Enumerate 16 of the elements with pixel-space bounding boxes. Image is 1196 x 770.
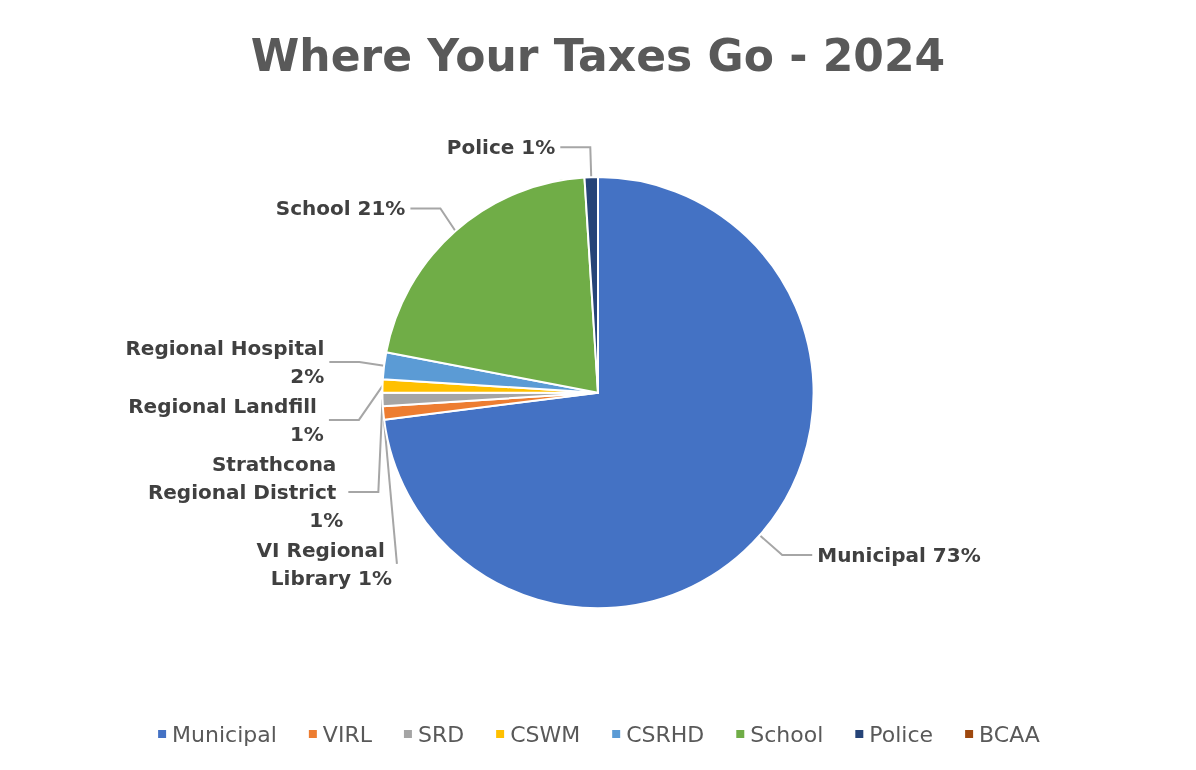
legend-label: CSWM [510,721,581,747]
data-label: Regional Landfill 1% [128,393,324,446]
data-label: Police 1% [446,135,556,160]
legend-label: CSRHD [626,721,705,747]
data-label: Strathcona Regional District 1% [147,451,344,532]
data-label: School 21% [275,196,406,221]
legend-label: Police [869,721,934,747]
data-label: Municipal 73% [817,543,981,568]
legend-label: School [750,721,824,747]
data-label: Regional Hospital 2% [125,335,325,388]
legend-label: VIRL [322,721,373,747]
legend-label: BCAA [979,721,1040,747]
legend-label: Municipal [172,721,277,747]
legend-label: SRD [417,721,465,747]
data-label: VI Regional Library 1% [256,537,392,590]
chart-title: Where Your Taxes Go - 2024 [250,29,946,81]
